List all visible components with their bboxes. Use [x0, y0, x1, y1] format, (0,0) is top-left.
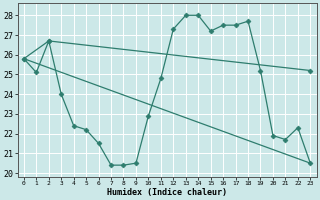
X-axis label: Humidex (Indice chaleur): Humidex (Indice chaleur): [107, 188, 227, 197]
